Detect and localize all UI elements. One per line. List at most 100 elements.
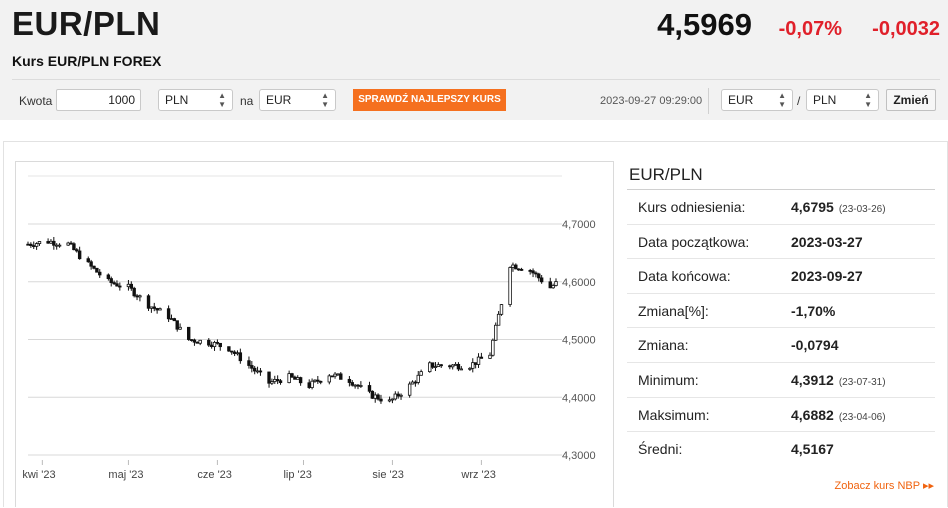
stats-row: Data końcowa: 2023-09-27: [627, 259, 935, 294]
candle-body: [350, 382, 354, 386]
stats-key: Data końcowa:: [638, 268, 731, 285]
candle-body: [146, 295, 151, 309]
x-tick-label: lip '23: [283, 469, 311, 481]
stats-date: (23-04-06): [838, 411, 886, 423]
candle-body: [29, 243, 33, 246]
divider: [12, 79, 940, 80]
select-arrows-icon: ▲ ▼: [778, 91, 786, 109]
candle-body: [270, 381, 274, 384]
stats-row: Minimum: 4,3912 (23-07-31): [627, 363, 935, 398]
candle-body: [132, 287, 136, 297]
stats-row: Zmiana: -0,0794: [627, 328, 935, 363]
candle-body: [95, 267, 99, 273]
amount-input[interactable]: [56, 89, 141, 111]
candle-body: [453, 363, 458, 366]
current-price: 4,5969: [657, 7, 752, 42]
stats-value: 4,3912 (23-07-31): [791, 372, 886, 388]
stats-value: 2023-03-27: [791, 234, 868, 250]
candle-body: [129, 283, 134, 289]
nbp-rate-link[interactable]: Zobacz kurs NBP ▸▸: [834, 480, 934, 492]
from-currency-select[interactable]: PLN ▲ ▼: [158, 89, 233, 111]
candle-body: [112, 282, 116, 285]
candle-body: [519, 268, 524, 271]
change-absolute: -0,0032: [872, 18, 940, 40]
candle-body: [72, 243, 76, 251]
candle-body: [313, 379, 317, 382]
candle-body: [195, 341, 200, 344]
candle-body: [428, 362, 432, 373]
candle-body: [479, 356, 484, 359]
candle-body: [189, 339, 194, 341]
stats-date: (23-03-26): [838, 204, 886, 215]
candle-body: [293, 376, 297, 380]
stats-table: Kurs odniesienia: 4,6795 (23-03-26) Data p…: [627, 190, 935, 467]
y-tick-label: 4,3000: [562, 450, 596, 462]
candle-body: [516, 268, 521, 271]
candle-body: [118, 285, 122, 288]
candle-body: [247, 360, 251, 366]
candle-body: [98, 271, 102, 276]
candle-body: [186, 326, 191, 340]
candle-body: [238, 352, 243, 362]
candle-body: [448, 365, 452, 368]
pair-quote-value: PLN: [813, 93, 837, 107]
to-label: na: [240, 94, 254, 108]
candle-body: [178, 326, 182, 330]
candle-body: [37, 241, 42, 244]
candle-body: [135, 295, 139, 298]
candle-body: [318, 380, 323, 383]
candle-body: [267, 371, 271, 384]
candle-body: [496, 313, 501, 326]
candle-body: [77, 250, 82, 260]
candle-body: [287, 373, 291, 384]
divider: [708, 88, 709, 114]
to-currency-select[interactable]: EUR ▲ ▼: [259, 89, 336, 111]
candle-body: [310, 380, 314, 388]
stats-value-text: 4,3912: [791, 371, 834, 388]
candle-body: [52, 240, 56, 246]
stats-key: Kurs odniesienia:: [638, 199, 746, 215]
candle-body: [476, 356, 481, 365]
pair-quote-select[interactable]: PLN ▲ ▼: [806, 89, 879, 111]
stats-row: Data początkowa: 2023-03-27: [627, 225, 935, 260]
candle-body: [433, 366, 438, 368]
candle-body: [356, 384, 360, 387]
candle-body: [115, 283, 119, 287]
candle-body: [34, 243, 39, 247]
candle-body: [255, 370, 260, 373]
candle-body: [307, 382, 311, 388]
pair-base-select[interactable]: EUR ▲ ▼: [721, 89, 793, 111]
stats-key: Zmiana[%]:: [638, 302, 709, 319]
stats-row: Kurs odniesienia: 4,6795 (23-03-26): [627, 190, 935, 225]
candle-body: [172, 318, 177, 322]
stats-title: EUR/PLN: [627, 160, 935, 190]
select-arrows-icon: ▲ ▼: [864, 91, 872, 109]
candle-body: [149, 306, 154, 309]
check-best-rate-button[interactable]: SPRAWDŹ NAJLEPSZY KURS: [353, 89, 506, 111]
change-pair-button[interactable]: Zmień: [886, 89, 936, 111]
to-currency-value: EUR: [266, 93, 292, 107]
from-currency-value: PLN: [165, 93, 189, 107]
y-tick-label: 4,6000: [562, 277, 596, 289]
candle-body: [32, 245, 36, 247]
stats-value: -1,70%: [791, 303, 840, 319]
candle-body: [551, 285, 555, 289]
candle-body: [439, 364, 443, 367]
candle-body: [86, 258, 90, 263]
stats-value: 2023-09-27: [791, 268, 868, 284]
quote-timestamp: 2023-09-27 09:29:00: [600, 95, 703, 107]
stats-key: Maksimum:: [638, 406, 710, 423]
candle-body: [399, 394, 403, 397]
candle-body: [353, 384, 357, 387]
y-tick-label: 4,5000: [562, 335, 596, 347]
candle-body: [26, 243, 30, 246]
stats-value: 4,6795 (23-03-26): [791, 199, 886, 215]
candle-body: [218, 342, 222, 348]
candle-body: [393, 393, 398, 400]
select-arrows-icon: ▲ ▼: [218, 91, 226, 109]
candle-body: [359, 385, 363, 387]
candle-body: [459, 368, 464, 371]
stats-panel: EUR/PLN Kurs odniesienia: 4,6795 (23-03-26…: [627, 160, 935, 467]
candle-body: [66, 242, 70, 246]
stats-value: -0,0794: [791, 337, 843, 353]
